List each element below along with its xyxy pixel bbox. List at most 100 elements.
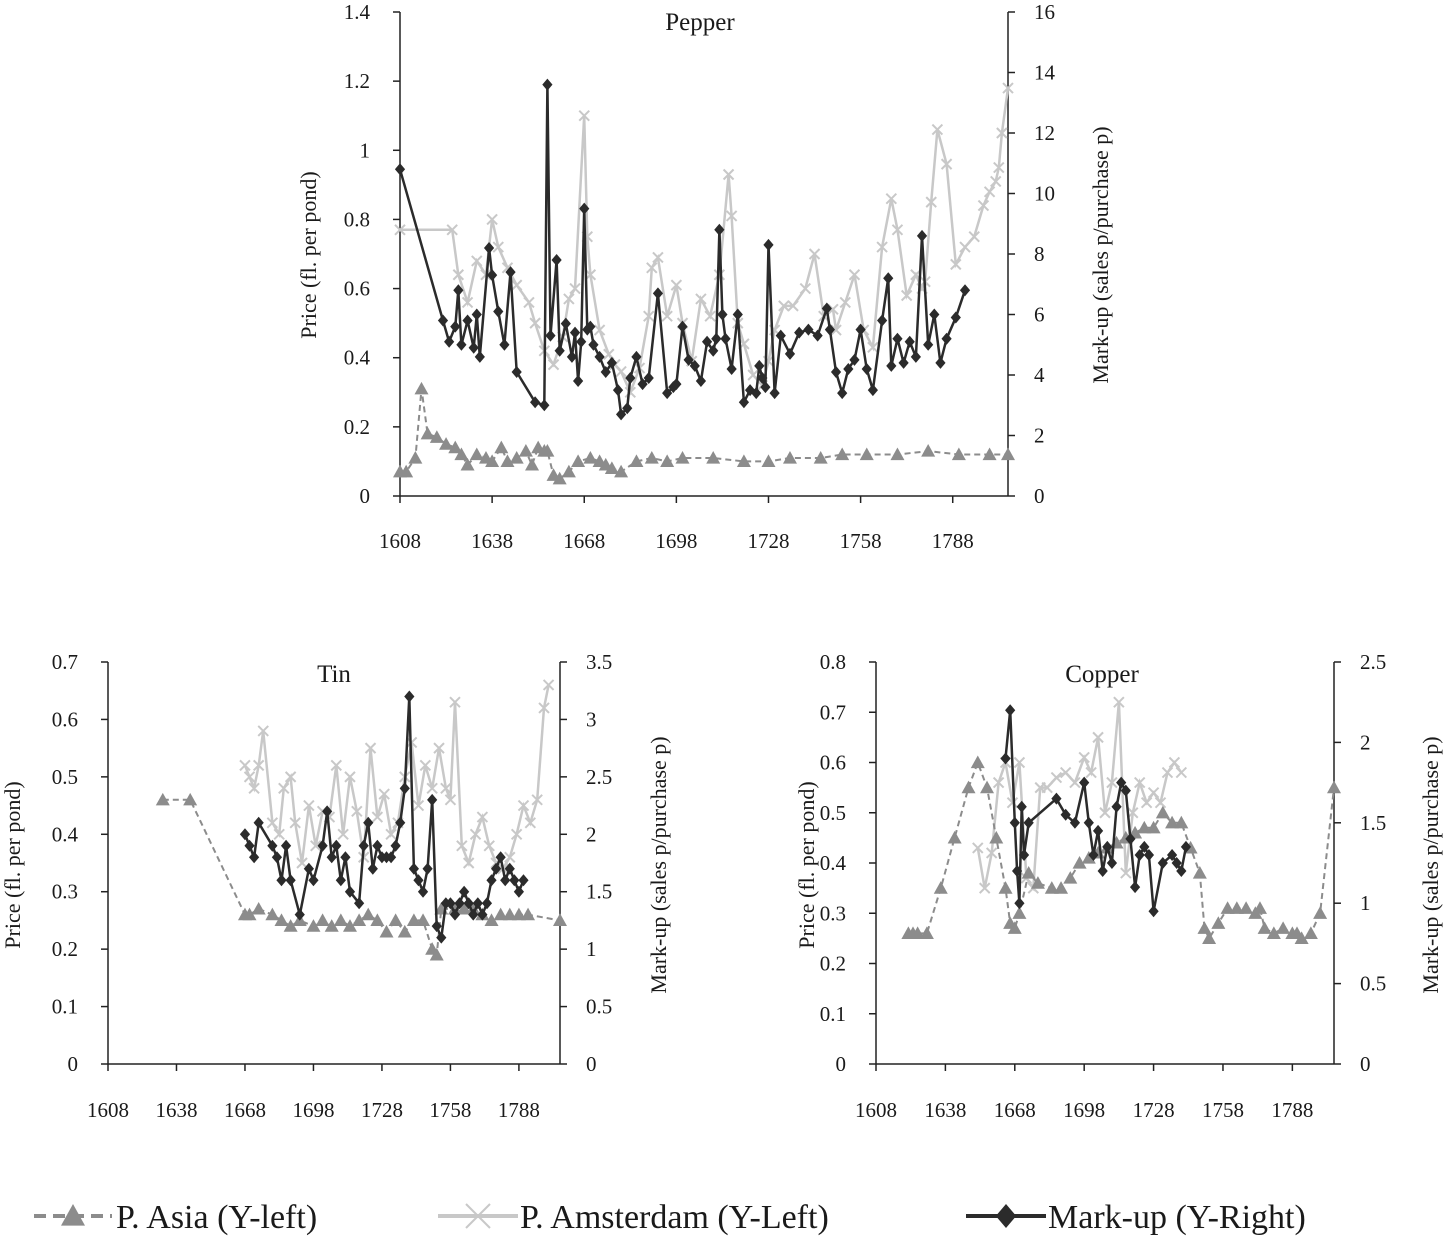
- pepper-amsterdam-point: [925, 196, 937, 208]
- pepper-markup-point: [714, 223, 725, 236]
- pepper-amsterdam-point: [578, 110, 590, 122]
- copper-y-left-tick-label: 0.2: [820, 952, 846, 976]
- tin-markup-point: [454, 897, 465, 910]
- pepper-markup-point: [821, 302, 832, 315]
- pepper-amsterdam-point: [778, 300, 790, 312]
- pepper-amsterdam-point: [990, 175, 1002, 188]
- copper-markup-point: [1079, 776, 1090, 789]
- pepper-amsterdam-point: [900, 289, 913, 302]
- copper-asia-point: [1012, 906, 1027, 919]
- pepper-asia-point: [835, 447, 850, 461]
- pepper-asia-point: [859, 447, 874, 461]
- pepper-asia-point: [469, 447, 484, 461]
- tin-amsterdam-point: [517, 799, 530, 812]
- copper-y-right-tick-label: 2.5: [1360, 650, 1386, 674]
- pepper-y-right-tick-label: 8: [1034, 242, 1045, 266]
- pepper-y-right-tick-label: 0: [1034, 484, 1045, 508]
- tin-markup-point: [244, 839, 255, 852]
- tin-amsterdam-point: [344, 771, 356, 783]
- pepper-amsterdam-point: [931, 123, 944, 136]
- pepper-amsterdam-point: [977, 199, 990, 212]
- pepper-markup-point: [487, 269, 498, 282]
- tin-amsterdam-point: [378, 788, 390, 800]
- pepper-markup-point: [444, 335, 455, 348]
- tin-asia-point: [397, 924, 412, 938]
- tin-amsterdam-point: [476, 811, 489, 823]
- copper-markup-point: [1088, 848, 1099, 861]
- copper-x-tick-label: 1788: [1271, 1098, 1313, 1122]
- pepper-markup-point: [542, 78, 553, 91]
- tin-y-left-tick-label: 0.3: [52, 880, 78, 904]
- copper-amsterdam-point: [1092, 731, 1104, 744]
- copper-amsterdam-point: [1069, 776, 1081, 789]
- pepper-markup-point: [566, 350, 578, 363]
- pepper-amsterdam-point: [486, 213, 498, 226]
- copper-y-right-tick-label: 1.5: [1360, 811, 1386, 835]
- pepper-x-tick-label: 1638: [471, 529, 513, 553]
- pepper-markup-point: [904, 335, 915, 348]
- copper-markup-point: [1116, 776, 1127, 789]
- pepper-markup-point: [812, 329, 823, 342]
- tin-y-right-label: Mark-up (sales p/purchase p): [646, 736, 671, 993]
- tin-series-markup: [239, 690, 529, 944]
- tin-asia-point: [406, 913, 421, 927]
- pepper-amsterdam-point: [747, 369, 759, 381]
- pepper-markup-point: [615, 408, 627, 421]
- legend-label: P. Asia (Y-left): [116, 1199, 317, 1236]
- pepper-y-left-tick-label: 0: [360, 484, 371, 508]
- tin-series-asia: [155, 792, 567, 961]
- tin-markup-point: [363, 816, 374, 829]
- copper-y-right-label: Mark-up (sales p/purchase p): [1418, 736, 1443, 993]
- tin-amsterdam-point: [257, 725, 269, 737]
- pepper-markup-point: [877, 314, 888, 327]
- copper-amsterdam-point: [992, 776, 1005, 789]
- tin-x-tick-label: 1788: [498, 1098, 540, 1122]
- legend-label: P. Amsterdam (Y-Left): [520, 1199, 829, 1236]
- copper-asia-point: [1276, 921, 1291, 934]
- tin-y-right-tick-label: 1.5: [586, 880, 612, 904]
- pepper-markup-point: [867, 384, 878, 397]
- tin-y-left-tick-label: 0.1: [52, 995, 78, 1019]
- pepper-markup-point: [554, 344, 565, 357]
- pepper-amsterdam-point: [704, 310, 716, 322]
- tin-y-right-tick-label: 3: [586, 707, 597, 731]
- copper-asia-point: [1197, 921, 1212, 934]
- copper-amsterdam-point: [1175, 766, 1188, 779]
- tin-asia-point: [265, 907, 280, 921]
- tin-markup-point: [354, 897, 365, 910]
- pepper-markup-point: [499, 338, 510, 351]
- copper-amsterdam-point: [1106, 776, 1118, 789]
- pepper-x-tick-label: 1728: [747, 529, 789, 553]
- pepper-amsterdam-point: [394, 224, 406, 236]
- pepper-asia-point: [583, 450, 598, 464]
- pepper-markup-point: [757, 372, 768, 385]
- tin-markup-point: [481, 897, 493, 910]
- pepper-markup-point: [929, 308, 940, 321]
- pepper-markup-point: [511, 365, 522, 378]
- pepper-markup-point: [588, 338, 599, 351]
- pepper-amsterdam-point: [891, 224, 904, 236]
- pepper-markup-point: [539, 399, 550, 412]
- pepper-asia-point: [982, 447, 997, 461]
- tin-amsterdam-point: [531, 794, 543, 806]
- tin-markup-point: [509, 874, 520, 887]
- tin-asia-point: [306, 919, 321, 932]
- pepper-amsterdam-point: [725, 210, 738, 222]
- copper-asia-point: [1252, 901, 1267, 914]
- pepper-markup-point: [760, 381, 771, 394]
- tin-markup-point: [463, 897, 474, 910]
- copper-asia-point: [910, 926, 925, 939]
- copper-markup-point: [1143, 848, 1155, 861]
- pepper-markup-point: [625, 372, 636, 385]
- pepper-y-right-tick-label: 14: [1034, 61, 1056, 85]
- tin-markup-point: [445, 897, 456, 910]
- copper-y-right-tick-label: 0: [1360, 1052, 1371, 1076]
- pepper-asia-point: [485, 454, 500, 468]
- copper-asia-point: [1021, 866, 1036, 879]
- pepper-markup-point: [830, 365, 842, 378]
- tin-markup-point: [413, 874, 424, 887]
- tin-x-tick-label: 1758: [429, 1098, 471, 1122]
- copper-markup-point: [1005, 704, 1016, 717]
- pepper-markup-point: [437, 314, 449, 327]
- tin-markup-point: [390, 839, 401, 852]
